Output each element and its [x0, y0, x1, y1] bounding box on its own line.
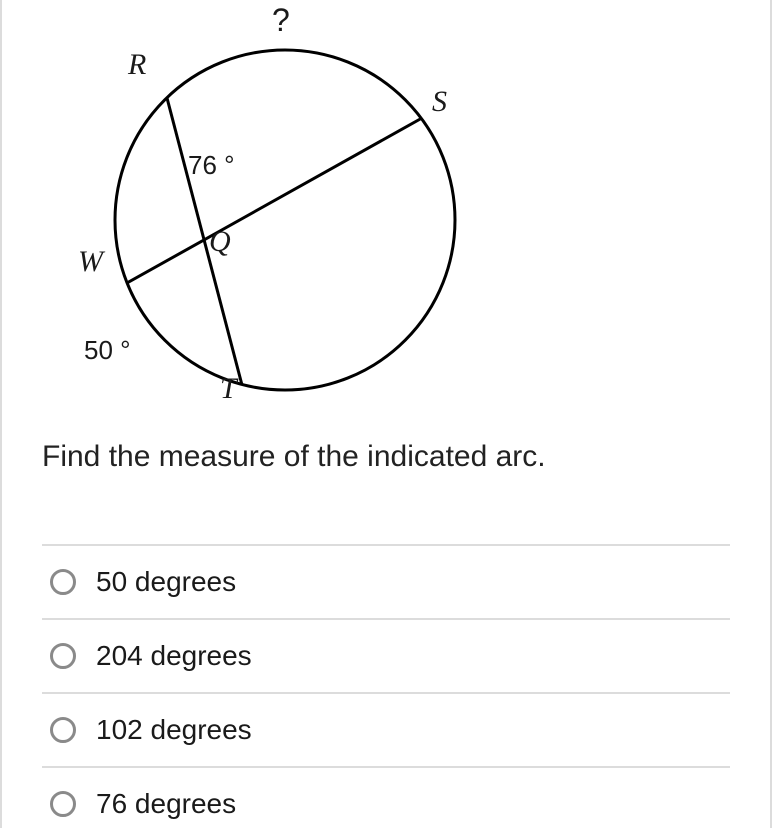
question-container: ? R S W Q T 76 ° 50 ° Find the measure o…: [0, 0, 772, 828]
point-r-label: R: [128, 48, 146, 82]
radio-icon[interactable]: [50, 717, 76, 743]
options-list: 50 degrees 204 degrees 102 degrees 76 de…: [42, 544, 730, 820]
question-prompt: Find the measure of the indicated arc.: [42, 440, 730, 474]
question-mark-label: ?: [272, 2, 290, 39]
radio-icon[interactable]: [50, 569, 76, 595]
option-label: 76 degrees: [96, 788, 236, 820]
option-label: 50 degrees: [96, 566, 236, 598]
option-label: 102 degrees: [96, 714, 252, 746]
point-w-label: W: [78, 245, 103, 279]
option-label: 204 degrees: [96, 640, 252, 672]
option-row[interactable]: 102 degrees: [42, 692, 730, 766]
radio-icon[interactable]: [50, 791, 76, 817]
point-q-label: Q: [209, 225, 231, 259]
option-row[interactable]: 204 degrees: [42, 618, 730, 692]
point-t-label: T: [220, 372, 237, 406]
chord-ws: [127, 118, 422, 283]
diagram: ? R S W Q T 76 ° 50 °: [42, 0, 730, 420]
point-s-label: S: [432, 85, 447, 119]
angle-76-label: 76 °: [188, 150, 235, 181]
circle: [115, 50, 455, 390]
option-row[interactable]: 76 degrees: [42, 766, 730, 820]
radio-icon[interactable]: [50, 643, 76, 669]
angle-50-label: 50 °: [84, 335, 131, 366]
option-row[interactable]: 50 degrees: [42, 544, 730, 618]
